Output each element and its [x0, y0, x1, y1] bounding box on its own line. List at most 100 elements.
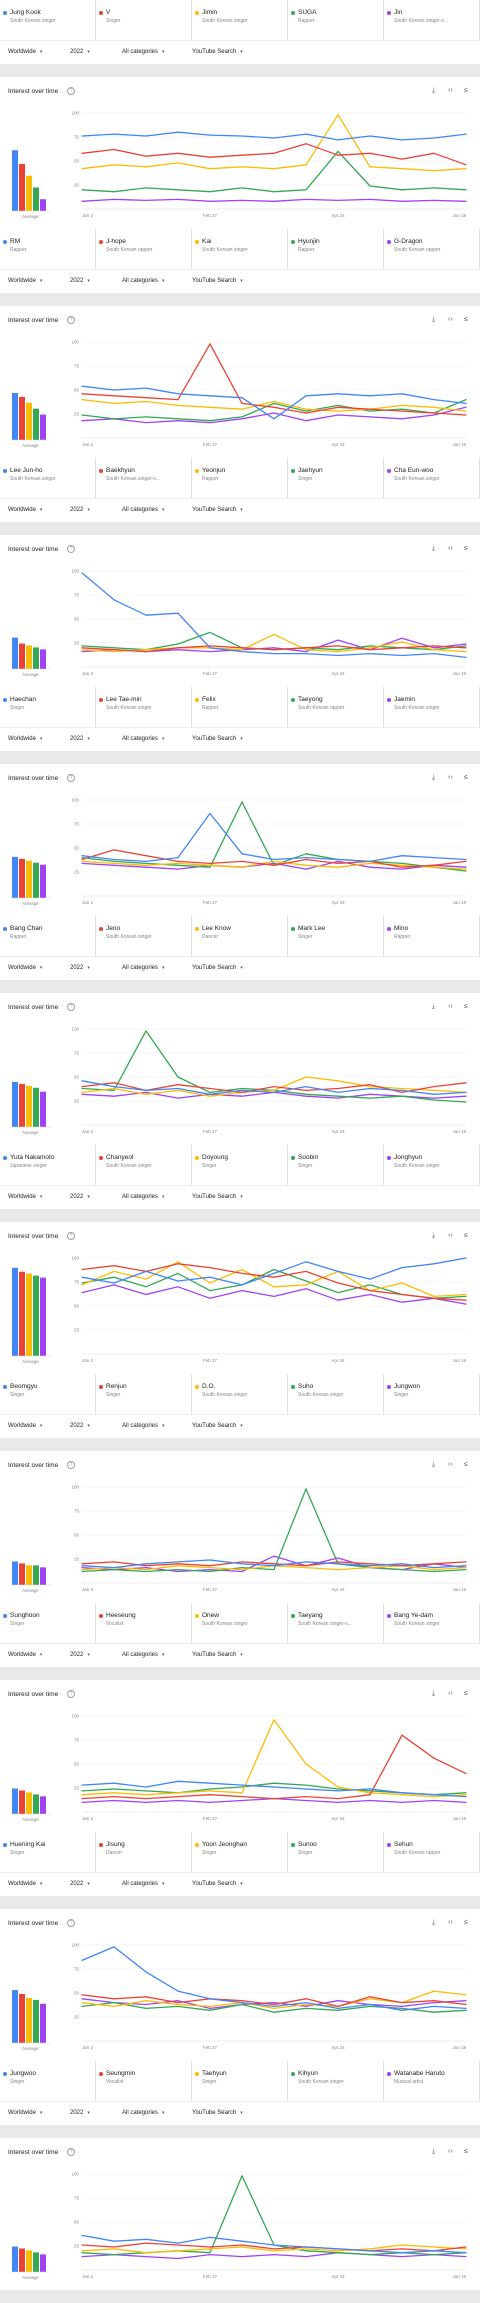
search-term[interactable]: Renjun Singer	[96, 1374, 192, 1414]
share-icon[interactable]: ≤	[464, 1690, 468, 1697]
search-term[interactable]: Beomgyu Singer	[0, 1374, 96, 1414]
question-icon[interactable]: ?	[67, 1461, 75, 1469]
search-term[interactable]: Jung Kook South Korean singer	[0, 0, 96, 40]
category-filter[interactable]: All categories ▾	[122, 1194, 165, 1200]
embed-icon[interactable]: ‹›	[448, 316, 453, 323]
search-term[interactable]: J-hope South Korean rapper	[96, 229, 192, 269]
search-term[interactable]: Felix Rapper	[192, 687, 288, 727]
category-filter[interactable]: All categories ▾	[122, 49, 165, 55]
search-term[interactable]: Taehyun Singer	[192, 2061, 288, 2101]
embed-icon[interactable]: ‹›	[448, 87, 453, 94]
search-term[interactable]: Jonghyun South Korean singer	[384, 1145, 480, 1185]
search-term[interactable]: Bang Ye-dam South Korean singer	[384, 1603, 480, 1643]
year-filter[interactable]: 2022 ▾	[70, 507, 90, 513]
source-filter[interactable]: YouTube Search ▾	[192, 49, 243, 55]
search-term[interactable]: Taeyong South Korean rapper	[288, 687, 384, 727]
embed-icon[interactable]: ‹›	[448, 1003, 453, 1010]
source-filter[interactable]: YouTube Search ▾	[192, 1881, 243, 1887]
region-filter[interactable]: Worldwide ▾	[8, 2110, 42, 2116]
embed-icon[interactable]: ‹›	[448, 1919, 453, 1926]
search-term[interactable]: Jaemin South Korean singer	[384, 687, 480, 727]
year-filter[interactable]: 2022 ▾	[70, 1194, 90, 1200]
search-term[interactable]: G-Dragon South Korean rapper	[384, 229, 480, 269]
download-icon[interactable]: ⤓	[432, 1232, 436, 1239]
embed-icon[interactable]: ‹›	[448, 1690, 453, 1697]
search-term[interactable]: Jeno South Korean singer	[96, 916, 192, 956]
question-icon[interactable]: ?	[67, 774, 75, 782]
search-term[interactable]: Kai South Korean singer	[192, 229, 288, 269]
region-filter[interactable]: Worldwide ▾	[8, 1423, 42, 1429]
search-term[interactable]: Haechan Singer	[0, 687, 96, 727]
search-term[interactable]: Jisung Dancer	[96, 1832, 192, 1872]
year-filter[interactable]: 2022 ▾	[70, 2110, 90, 2116]
search-term[interactable]: Lee Tae-min South Korean singer	[96, 687, 192, 727]
source-filter[interactable]: YouTube Search ▾	[192, 278, 243, 284]
year-filter[interactable]: 2022 ▾	[70, 278, 90, 284]
search-term[interactable]: Jin South Korean singer-s...	[384, 0, 480, 40]
source-filter[interactable]: YouTube Search ▾	[192, 2110, 243, 2116]
year-filter[interactable]: 2022 ▾	[70, 1652, 90, 1658]
year-filter[interactable]: 2022 ▾	[70, 965, 90, 971]
source-filter[interactable]: YouTube Search ▾	[192, 1423, 243, 1429]
category-filter[interactable]: All categories ▾	[122, 965, 165, 971]
search-term[interactable]: Yeonjun Rapper	[192, 458, 288, 498]
search-term[interactable]: Huening Kai Singer	[0, 1832, 96, 1872]
search-term[interactable]: Chanyeol South Korean singer	[96, 1145, 192, 1185]
region-filter[interactable]: Worldwide ▾	[8, 1652, 42, 1658]
search-term[interactable]: RM Rapper	[0, 229, 96, 269]
search-term[interactable]: Baekhyun South Korean singer-s...	[96, 458, 192, 498]
source-filter[interactable]: YouTube Search ▾	[192, 507, 243, 513]
category-filter[interactable]: All categories ▾	[122, 2110, 165, 2116]
search-term[interactable]: Jungwoo Singer	[0, 2061, 96, 2101]
question-icon[interactable]: ?	[67, 87, 75, 95]
search-term[interactable]: SUGA Rapper	[288, 0, 384, 40]
search-term[interactable]: Sunghoon Singer	[0, 1603, 96, 1643]
search-term[interactable]: Heeseung Vocalist	[96, 1603, 192, 1643]
question-icon[interactable]: ?	[67, 1232, 75, 1240]
download-icon[interactable]: ⤓	[432, 2148, 436, 2155]
share-icon[interactable]: ≤	[464, 545, 468, 552]
region-filter[interactable]: Worldwide ▾	[8, 736, 42, 742]
search-term[interactable]: Yoon Jeonghan Singer	[192, 1832, 288, 1872]
question-icon[interactable]: ?	[67, 1919, 75, 1927]
search-term[interactable]: Watanabe Haruto Musical artist	[384, 2061, 480, 2101]
category-filter[interactable]: All categories ▾	[122, 507, 165, 513]
search-term[interactable]: Mark Lee Singer	[288, 916, 384, 956]
search-term[interactable]: Onew South Korean singer	[192, 1603, 288, 1643]
search-term[interactable]: D.O. South Korean singer	[192, 1374, 288, 1414]
year-filter[interactable]: 2022 ▾	[70, 736, 90, 742]
search-term[interactable]: Jungwon Singer	[384, 1374, 480, 1414]
search-term[interactable]: Suho South Korean singer	[288, 1374, 384, 1414]
search-term[interactable]: Cha Eun-woo South Korean singer	[384, 458, 480, 498]
download-icon[interactable]: ⤓	[432, 774, 436, 781]
category-filter[interactable]: All categories ▾	[122, 278, 165, 284]
share-icon[interactable]: ≤	[464, 1003, 468, 1010]
category-filter[interactable]: All categories ▾	[122, 736, 165, 742]
share-icon[interactable]: ≤	[464, 316, 468, 323]
source-filter[interactable]: YouTube Search ▾	[192, 1194, 243, 1200]
share-icon[interactable]: ≤	[464, 1919, 468, 1926]
search-term[interactable]: Sunoo Singer	[288, 1832, 384, 1872]
download-icon[interactable]: ⤓	[432, 1461, 436, 1468]
search-term[interactable]: Lee Jun-ho South Korean singer	[0, 458, 96, 498]
download-icon[interactable]: ⤓	[432, 87, 436, 94]
download-icon[interactable]: ⤓	[432, 1690, 436, 1697]
question-icon[interactable]: ?	[67, 1690, 75, 1698]
download-icon[interactable]: ⤓	[432, 1919, 436, 1926]
search-term[interactable]: Kihyun South Korean singer	[288, 2061, 384, 2101]
download-icon[interactable]: ⤓	[432, 1003, 436, 1010]
region-filter[interactable]: Worldwide ▾	[8, 507, 42, 513]
source-filter[interactable]: YouTube Search ▾	[192, 1652, 243, 1658]
embed-icon[interactable]: ‹›	[448, 2148, 453, 2155]
search-term[interactable]: Lee Know Dancer	[192, 916, 288, 956]
year-filter[interactable]: 2022 ▾	[70, 1881, 90, 1887]
search-term[interactable]: V Singer	[96, 0, 192, 40]
search-term[interactable]: Doyoung Singer	[192, 1145, 288, 1185]
category-filter[interactable]: All categories ▾	[122, 1652, 165, 1658]
question-icon[interactable]: ?	[67, 1003, 75, 1011]
share-icon[interactable]: ≤	[464, 2148, 468, 2155]
search-term[interactable]: Soobin Singer	[288, 1145, 384, 1185]
category-filter[interactable]: All categories ▾	[122, 1423, 165, 1429]
region-filter[interactable]: Worldwide ▾	[8, 278, 42, 284]
search-term[interactable]: Bang Chan Rapper	[0, 916, 96, 956]
